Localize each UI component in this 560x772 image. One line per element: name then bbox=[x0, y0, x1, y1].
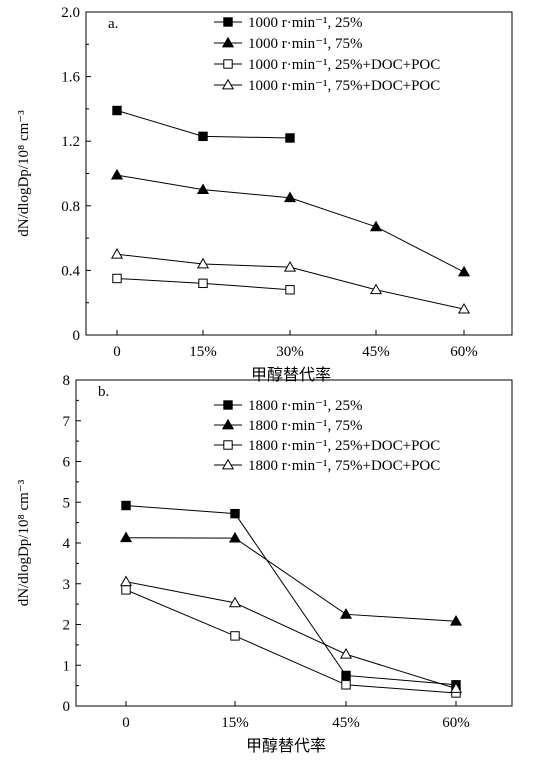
data-point bbox=[112, 105, 122, 116]
legend: 1000 r·min⁻¹, 25% 1000 r·min⁻¹, 75% 1000 r… bbox=[214, 15, 440, 94]
data-point bbox=[457, 302, 471, 314]
data-point bbox=[198, 278, 208, 289]
data-point bbox=[196, 257, 210, 269]
x-tick-label: 0 bbox=[122, 715, 130, 731]
x-tick-label: 0 bbox=[113, 344, 121, 360]
data-point bbox=[110, 248, 124, 259]
data-point bbox=[110, 168, 124, 180]
data-point bbox=[228, 531, 242, 543]
y-tick-label: 3 bbox=[63, 577, 71, 593]
data-point bbox=[112, 273, 122, 284]
series-1 bbox=[119, 531, 463, 626]
data-point bbox=[449, 682, 463, 693]
legend-entry: 1800 r·min⁻¹, 75%+DOC+POC bbox=[248, 458, 440, 474]
legend-marker bbox=[221, 78, 235, 90]
legend-marker bbox=[223, 440, 233, 450]
series-line bbox=[125, 581, 457, 689]
data-point bbox=[285, 285, 295, 295]
legend: 1800 r·min⁻¹, 25% 1800 r·min⁻¹, 75% 1800 r… bbox=[214, 398, 440, 474]
data-point bbox=[283, 191, 297, 203]
legend-entry: 1800 r·min⁻¹, 25% bbox=[248, 398, 363, 414]
y-tick-label: 0.8 bbox=[61, 199, 80, 215]
data-point bbox=[228, 596, 242, 608]
legend-entry: 1000 r·min⁻¹, 75% bbox=[248, 36, 363, 52]
y-tick-label: 6 bbox=[63, 455, 71, 471]
y-tick-label: 4 bbox=[63, 536, 71, 552]
x-tick-label: 15% bbox=[189, 344, 217, 360]
legend-marker bbox=[221, 458, 235, 470]
legend-entry: 1000 r·min⁻¹, 25%+DOC+POC bbox=[248, 57, 440, 73]
data-point bbox=[196, 183, 210, 195]
data-point bbox=[283, 260, 297, 272]
x-tick-label: 30% bbox=[276, 344, 304, 360]
x-tick-label: 45% bbox=[332, 715, 360, 731]
x-tick-label: 60% bbox=[442, 715, 470, 731]
chart-panel-b: 0 1 2 3 4 5 6 7 8 0 15% 45% 60% 甲醇替代率 dN/dlogDp/10⁸ cm… bbox=[16, 373, 513, 755]
data-point bbox=[369, 220, 383, 232]
series-line bbox=[116, 174, 465, 273]
data-point bbox=[119, 531, 133, 543]
series-3 bbox=[110, 248, 471, 314]
y-tick-label: 5 bbox=[63, 495, 71, 511]
x-axis-title: 甲醇替代率 bbox=[251, 366, 331, 384]
series-3 bbox=[119, 575, 463, 693]
y-tick-label: 7 bbox=[63, 414, 71, 430]
series-line bbox=[125, 505, 457, 686]
panel-label: a. bbox=[108, 16, 118, 32]
legend-entry: 1000 r·min⁻¹, 25% bbox=[248, 15, 363, 31]
y-tick-label: 0 bbox=[63, 699, 71, 715]
data-point bbox=[369, 283, 383, 295]
x-tick-label: 15% bbox=[221, 715, 249, 731]
data-point bbox=[121, 500, 131, 511]
y-tick-label: 2 bbox=[63, 618, 71, 634]
y-tick-label: 2.0 bbox=[61, 5, 80, 21]
y-tick-label: 1 bbox=[63, 658, 71, 674]
legend-marker bbox=[223, 17, 233, 27]
chart-panel-a: 0 0.4 0.8 1.2 1.6 2.0 0 15% 30% 45% 60% 甲醇替代率 dN/dlo… bbox=[16, 5, 513, 384]
y-tick-label: 1.2 bbox=[61, 134, 80, 150]
y-tick-label: 8 bbox=[63, 373, 71, 389]
data-point bbox=[457, 265, 471, 277]
data-point bbox=[285, 133, 295, 143]
y-axis-title: dN/dlogDp/10⁸ cm⁻³ bbox=[16, 110, 32, 237]
legend-entry: 1800 r·min⁻¹, 75% bbox=[248, 418, 363, 434]
data-point bbox=[341, 670, 351, 681]
x-tick-label: 60% bbox=[450, 344, 478, 360]
series-2 bbox=[121, 585, 461, 698]
data-point bbox=[230, 508, 240, 519]
series-line bbox=[125, 537, 457, 622]
legend-marker bbox=[221, 418, 235, 430]
series-2 bbox=[112, 273, 295, 295]
series-0 bbox=[112, 105, 295, 143]
data-point bbox=[121, 585, 131, 595]
data-point bbox=[449, 615, 463, 626]
data-point bbox=[341, 680, 351, 690]
panel-label: b. bbox=[98, 384, 109, 400]
data-point bbox=[339, 648, 353, 659]
y-axis-title: dN/dlogDp/10⁸ cm⁻³ bbox=[16, 479, 32, 606]
y-tick-label: 0 bbox=[73, 328, 81, 344]
data-point bbox=[339, 608, 353, 619]
data-point bbox=[198, 131, 208, 142]
x-axis-title: 甲醇替代率 bbox=[246, 737, 326, 755]
legend-entry: 1800 r·min⁻¹, 25%+DOC+POC bbox=[248, 438, 440, 454]
legend-entry: 1000 r·min⁻¹, 75%+DOC+POC bbox=[248, 78, 440, 94]
data-point bbox=[119, 575, 133, 587]
y-tick-label: 1.6 bbox=[61, 70, 80, 86]
legend-marker bbox=[223, 59, 233, 69]
legend-marker bbox=[223, 400, 233, 410]
series-line bbox=[125, 589, 457, 694]
x-tick-label: 45% bbox=[362, 344, 390, 360]
y-tick-label: 0.4 bbox=[61, 263, 80, 279]
data-point bbox=[230, 631, 240, 641]
legend-marker bbox=[221, 36, 235, 48]
series-1 bbox=[110, 168, 471, 277]
